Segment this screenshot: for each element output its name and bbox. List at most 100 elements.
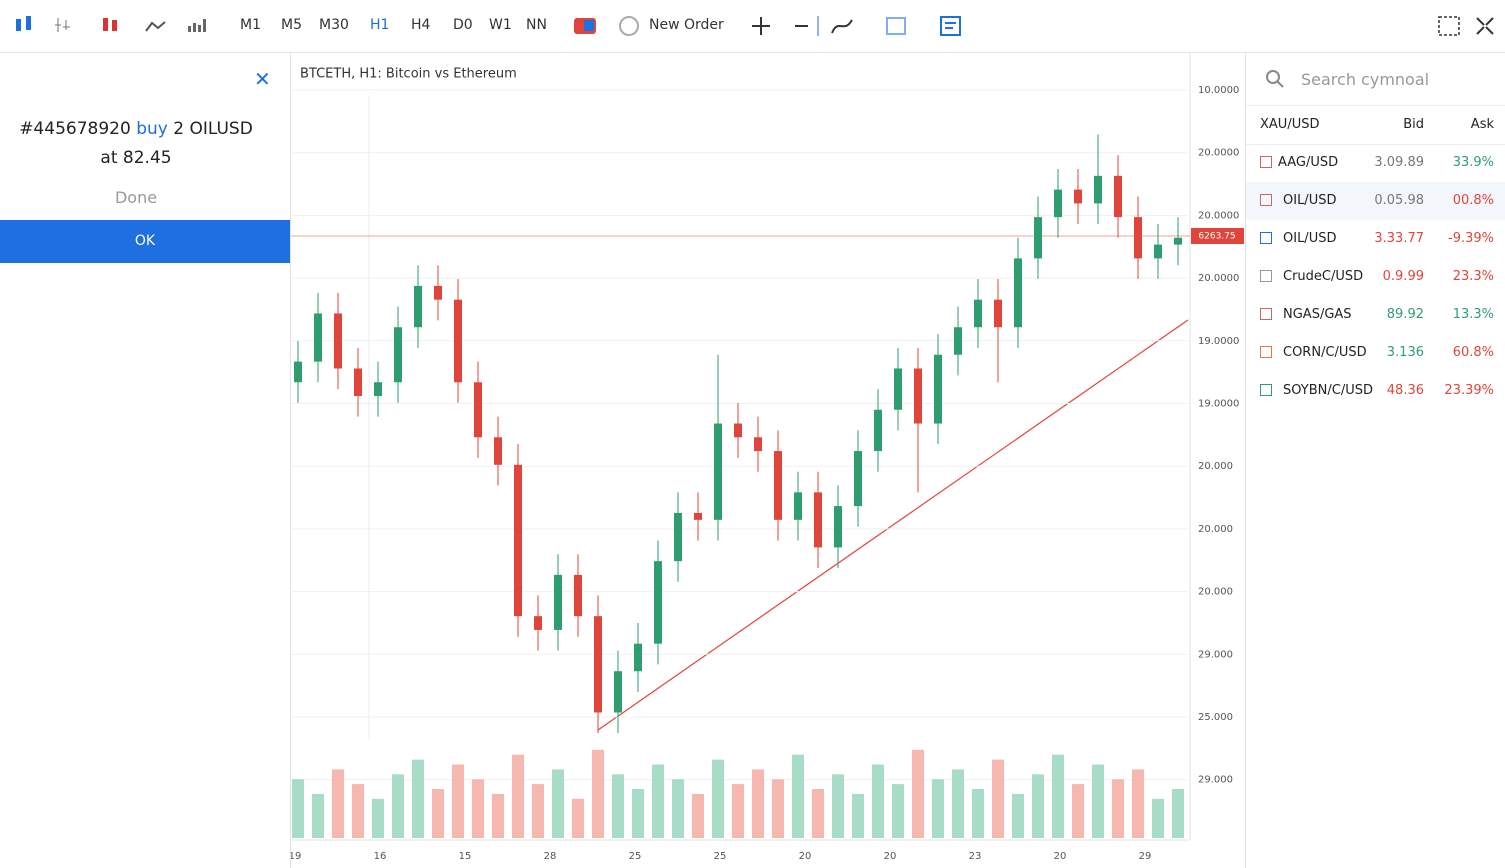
timeframe[interactable]: M5 [281,17,302,33]
search-input[interactable]: Search cymnoal [1301,70,1430,89]
time-label: 16 [374,851,387,862]
volume-bar [552,769,564,838]
bid: 89.92 [1386,307,1424,322]
new-order-button[interactable]: New Order [649,17,724,33]
candle-body [714,423,722,520]
watchlist-row[interactable]: SOYBN/C/USD 48.36 23.39% [1246,372,1505,410]
volume-bar [592,749,604,838]
price-tick-label: 29.000 [1198,775,1233,786]
time-label: 25 [629,851,642,862]
watchlist-row[interactable]: CrudeC/USD 0.9.99 23.3% [1246,258,1505,296]
volume-bar [872,764,884,838]
candle-body [434,285,442,300]
timeframe[interactable]: D0 [453,17,473,33]
volume-bar [892,784,904,838]
volume-bar [452,764,464,838]
candle-body [454,299,462,383]
volume-bar [672,779,684,838]
price-tick-label: 25.000 [1198,712,1233,723]
candle-body [774,451,782,520]
order-text: #445678920 buy 2 OILUSD at 82.45 [0,115,272,173]
candle-body [354,368,362,396]
order-quantity: 2 OILUSD [173,119,253,139]
candle-body [634,643,642,672]
candle-body [394,327,402,383]
volume-bar [532,784,544,838]
watchlist-row[interactable]: NGAS/GAS 89.92 13.3% [1246,296,1505,334]
watchlist-row[interactable]: OIL/USD 3.33.77 -9.39% [1246,220,1505,258]
watchlist-row[interactable]: OIL/USD 0.05.98 00.8% [1246,182,1505,220]
candle-body [834,506,842,548]
bid: 3.33.77 [1374,231,1424,246]
volume-bar [712,759,724,838]
volume-bar [1072,784,1084,838]
volume-bar [752,769,764,838]
volume-bar [292,779,304,838]
ask: 23.3% [1452,269,1494,284]
volume-bar [812,789,824,838]
candle-body [614,671,622,713]
symbol: SOYBN/C/USD [1283,383,1373,398]
symbol: OIL/USD [1283,231,1337,246]
ok-button[interactable]: OK [0,220,290,263]
volume-bar [1132,769,1144,838]
watchlist-row[interactable]: AAG/USD 3.09.89 33.9% [1246,144,1505,182]
volume-bar [432,789,444,838]
watchlist-header: XAU/USD Bid Ask [1246,105,1505,145]
candle-body [414,285,422,328]
ask: -9.39% [1448,231,1494,246]
volume-bar [1032,774,1044,838]
timeframe[interactable]: M1 [240,17,261,33]
candle-body [794,492,802,520]
ask: 23.39% [1444,383,1494,398]
candle-body [914,368,922,424]
close-button[interactable]: ✕ [254,67,271,91]
symbol: CrudeC/USD [1283,269,1364,284]
candle-body [694,512,702,520]
price-tick-label: 20.000 [1198,587,1233,598]
price-tick-label: 20.0000 [1198,148,1239,159]
volume-bar [392,774,404,838]
price-tag [1191,228,1244,244]
candle-body [754,437,762,452]
volume-bar [492,793,504,838]
bid: 0.05.98 [1374,193,1424,208]
volume-bar [952,769,964,838]
time-label: 20 [884,851,897,862]
time-label: 15 [459,851,472,862]
timeframe[interactable]: H1 [370,17,390,33]
volume-bar [472,779,484,838]
candle-body [474,382,482,438]
timeframe[interactable]: NN [526,17,547,33]
volume-bar [612,774,624,838]
watchlist-row[interactable]: CORN/C/USD 3.136 60.8% [1246,334,1505,372]
candle-body [994,299,1002,328]
bid: 0.9.99 [1382,269,1424,284]
time-label: 25 [714,851,727,862]
plot-bg [291,53,1190,840]
volume-bar [1172,789,1184,838]
timeframe[interactable]: H4 [411,17,431,33]
volume-bar [312,793,324,838]
done-label: Done [114,188,158,207]
candle-body [574,574,582,617]
candle-body [334,313,342,369]
volume-bar [632,789,644,838]
candle-body [1154,244,1162,259]
candle-body [534,616,542,630]
candle-body [814,492,822,548]
volume-bar [972,789,984,838]
ask: 33.9% [1452,155,1494,170]
candle-body [1134,217,1142,259]
ask: 60.8% [1452,345,1494,360]
price-tick-label: 20.0000 [1198,210,1239,221]
volume-bar [772,779,784,838]
symbol-icon [1260,308,1272,320]
candle-body [674,512,682,562]
time-label: 23 [969,851,982,862]
volume-bar [512,754,524,838]
volume-bar [852,793,864,838]
timeframe[interactable]: M30 [319,17,349,33]
candle-body [1114,175,1122,218]
timeframe[interactable]: W1 [489,17,512,33]
